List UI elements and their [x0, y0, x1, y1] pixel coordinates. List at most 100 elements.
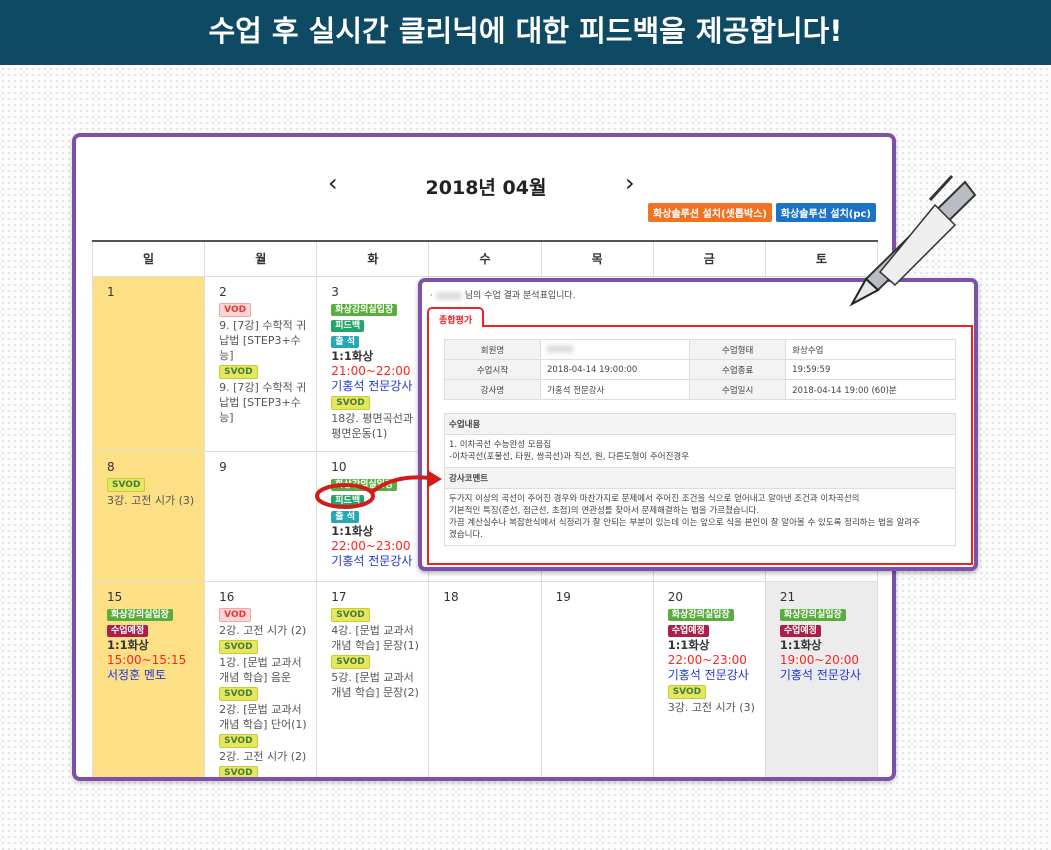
teacher-name: 기홍석 전문강사 — [331, 378, 413, 393]
class-time: 21:00~22:00 — [331, 363, 411, 378]
enter-tag[interactable]: 화상강의실입장 — [331, 303, 398, 316]
calendar-day[interactable]: 8 SVOD 3강. 고전 시가 (3) — [91, 450, 206, 582]
info-row: 강사명 기홍석 전문강사 수업일시 2018-04-14 19:00 (60)분 — [444, 379, 956, 400]
teacher-name: 기홍석 전문강사 — [331, 553, 413, 568]
calendar-day[interactable]: 10 화상강의실입장 피드백 출 석 1:1화상 22:00~23:00 기홍석 전문강사 — [316, 450, 430, 582]
install-pc-button[interactable]: 화상솔루션 설치(pc) — [775, 203, 876, 222]
intro-text: 님의 수업 결과 분석표입니다. — [464, 291, 576, 301]
fb-tag[interactable]: 피드백 — [331, 319, 365, 332]
svod-tag[interactable]: SVOD — [219, 765, 258, 777]
calendar-day[interactable]: 19 — [540, 580, 654, 777]
plan-tag: 수업예정 — [779, 624, 821, 637]
day-number: 21 — [779, 589, 796, 604]
evaluation-panel: 회원명 수업형태 화상수업 수업시작 2018-04-14 19:00:00 수업종료 19… — [427, 325, 973, 565]
chevron-left-icon[interactable]: ‹ — [328, 169, 338, 197]
enter-tag[interactable]: 화상강의실입장 — [331, 478, 398, 491]
lecture-title: 18강. 평면곡선과 평면운동(1) — [331, 411, 413, 440]
lecture-title: 2강. 고전 시가 (2) — [219, 749, 307, 763]
lecture-title: 2강. 고전 시가 (2) — [219, 623, 307, 637]
calendar-day[interactable]: 3 화상강의실입장 피드백 출 석 1:1화상 21:00~22:00 기홍석 전문강사 SV… — [316, 275, 430, 452]
calendar-day[interactable]: 16 VOD 2강. 고전 시가 (2) SVOD 1강. [문법 교과서 개념 학습]… — [204, 580, 318, 777]
calendar-day[interactable]: 2 VOD 9. [7강] 수학적 귀납법 [STEP3+수능] SVOD 9. [7강… — [204, 275, 318, 452]
svod-tag[interactable]: SVOD — [331, 607, 370, 622]
lecture-title: 3강. 고전 시가 (3) — [107, 493, 195, 507]
enter-tag[interactable]: 화상강의실입장 — [107, 608, 173, 621]
info-value: 기홍석 전문강사 — [539, 379, 691, 400]
calendar-day[interactable]: 1 — [91, 275, 206, 452]
info-label: 수업종료 — [689, 359, 787, 380]
svod-tag[interactable]: SVOD — [107, 477, 146, 492]
svod-tag[interactable]: SVOD — [219, 639, 258, 654]
lecture-title: 3강. 고전 시가 (3) — [667, 700, 755, 714]
calendar-day[interactable]: 17 SVOD 4강. [문법 교과서 개념 학습] 문장(1) SVOD 5강. [문… — [316, 580, 430, 777]
class-type: 1:1화상 — [331, 348, 374, 363]
day-number: 17 — [331, 589, 347, 604]
day-number: 1 — [107, 284, 115, 299]
vod-tag[interactable]: VOD — [219, 302, 252, 317]
vod-tag[interactable]: VOD — [219, 607, 252, 622]
day-number: 3 — [331, 284, 339, 299]
day-number: 10 — [331, 459, 347, 474]
day-number: 15 — [107, 589, 123, 604]
svod-tag[interactable]: SVOD — [219, 686, 258, 701]
svod-tag[interactable]: SVOD — [331, 654, 370, 669]
calendar-day[interactable]: 9 — [204, 450, 318, 582]
info-value: 화상수업 — [785, 339, 956, 360]
weekday-header: 금 — [652, 240, 766, 277]
info-value: 2018-04-14 19:00 (60)분 — [785, 379, 956, 400]
class-type: 1:1화상 — [107, 637, 149, 652]
blurred-name — [435, 291, 462, 300]
info-value: 2018-04-14 19:00:00 — [539, 359, 691, 380]
feedback-popup: · 님의 수업 결과 분석표입니다. 종합평가 회원명 수업형태 화상수업 수업시작 2… — [418, 278, 978, 571]
calendar-week: 15 화상강의실입장 수업예정 1:1화상 15:00~15:15 서정훈 멘토 16 VOD… — [91, 580, 879, 777]
info-row: 수업시작 2018-04-14 19:00:00 수업종료 19:59:59 — [444, 359, 956, 380]
lecture-title: 1강. [문법 교과서 개념 학습] 음운 — [219, 655, 302, 684]
weekday-header: 토 — [764, 240, 879, 277]
install-buttons: 화상솔루션 설치(셋톱박스) 화상솔루션 설치(pc) — [648, 203, 876, 222]
month-title: 2018년 04월 — [425, 177, 547, 199]
comment-line: 겠습니다. — [449, 530, 483, 540]
calendar-day[interactable]: 18 — [428, 580, 542, 777]
calendar-day[interactable]: 20 화상강의실입장 수업예정 1:1화상 22:00~23:00 기홍석 전문강사 SVO… — [652, 580, 766, 777]
day-number: 18 — [443, 589, 459, 604]
popup-intro: · 님의 수업 결과 분석표입니다. — [430, 291, 576, 301]
day-number: 2 — [219, 284, 227, 299]
calendar-day[interactable]: 21 화상강의실입장 수업예정 1:1화상 19:00~20:00 기홍석 전문강사 — [764, 580, 879, 777]
weekday-header: 월 — [204, 240, 318, 277]
class-type: 1:1화상 — [667, 637, 710, 652]
info-row: 회원명 수업형태 화상수업 — [444, 339, 956, 360]
class-time: 22:00~23:00 — [331, 538, 411, 553]
comment-line: 두가지 이상의 곡선이 주어진 경우와 마찬가지로 문제에서 주어진 조건을 식… — [449, 494, 860, 504]
class-time: 15:00~15:15 — [107, 652, 187, 667]
teacher-name: 서정훈 멘토 — [107, 667, 167, 682]
weekday-header: 일 — [91, 240, 206, 277]
svod-tag[interactable]: SVOD — [667, 684, 707, 699]
class-content-section: 수업내용 1. 이차곡선 수능완성 모음집 -이차곡선(포물선, 타원, 쌍곡선)… — [444, 413, 956, 546]
weekday-header: 목 — [540, 240, 654, 277]
lecture-title: 5강. [문법 교과서 개념 학습] 문장(2) — [331, 670, 419, 699]
day-number: 9 — [219, 459, 227, 474]
tab-overall-evaluation[interactable]: 종합평가 — [427, 307, 485, 327]
install-settop-button[interactable]: 화상솔루션 설치(셋톱박스) — [648, 203, 772, 222]
class-time: 19:00~20:00 — [779, 652, 860, 667]
day-number: 16 — [219, 589, 235, 604]
info-value — [539, 339, 691, 360]
lecture-title: 9. [7강] 수학적 귀납법 [STEP3+수능] — [219, 318, 307, 362]
info-label: 강사명 — [444, 379, 541, 400]
class-info-table: 회원명 수업형태 화상수업 수업시작 2018-04-14 19:00:00 수업종료 19… — [444, 339, 956, 400]
svod-tag[interactable]: SVOD — [219, 733, 258, 748]
class-time: 22:00~23:00 — [667, 652, 747, 667]
svod-tag[interactable]: SVOD — [219, 364, 258, 379]
fb-tag[interactable]: 피드백 — [331, 494, 365, 507]
enter-tag[interactable]: 화상강의실입장 — [667, 608, 734, 621]
lecture-title: 9. [7강] 수학적 귀납법 [STEP3+수능] — [219, 380, 307, 424]
day-number: 19 — [555, 589, 571, 604]
comment-title: 강사코멘트 — [445, 467, 955, 489]
plan-tag: 수업예정 — [667, 624, 709, 637]
chevron-right-icon[interactable]: › — [625, 169, 635, 197]
weekday-header: 수 — [428, 240, 542, 277]
plan-tag: 수업예정 — [107, 624, 149, 637]
svod-tag[interactable]: SVOD — [331, 395, 370, 410]
enter-tag[interactable]: 화상강의실입장 — [779, 608, 846, 621]
